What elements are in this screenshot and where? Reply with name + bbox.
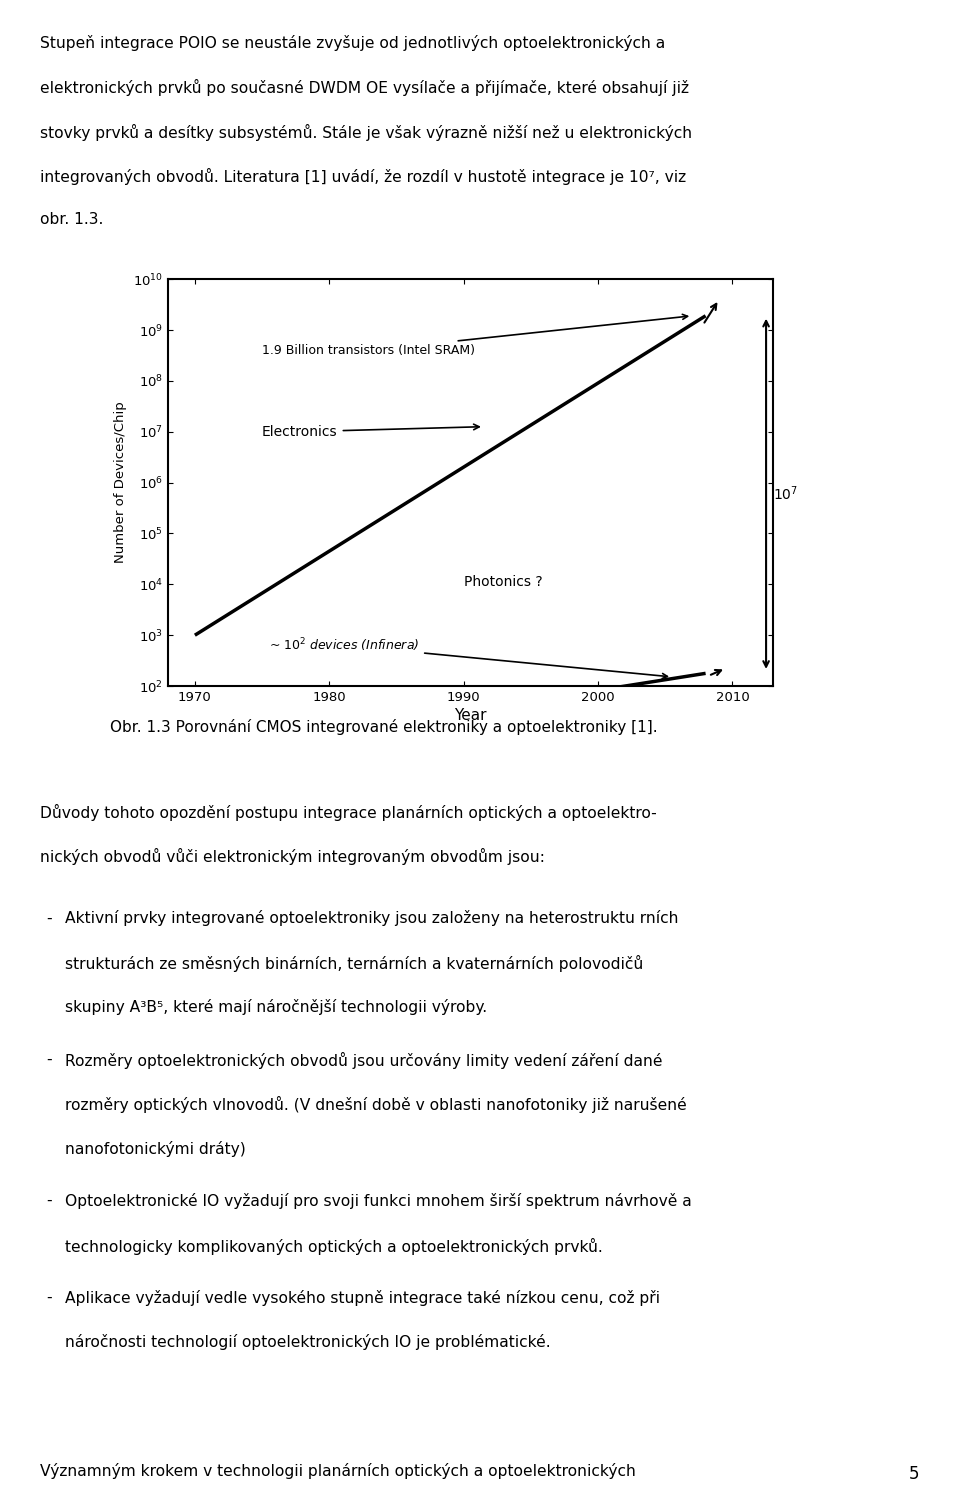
- Text: Optoelektronické IO vyžadují pro svoji funkci mnohem širší spektrum návrhově a: Optoelektronické IO vyžadují pro svoji f…: [65, 1194, 692, 1209]
- Text: nických obvodů vůči elektronickým integrovaným obvodům jsou:: nických obvodů vůči elektronickým integr…: [40, 848, 545, 865]
- Text: Významným krokem v technologii planárních optických a optoelektronických: Významným krokem v technologii planárníc…: [40, 1463, 636, 1480]
- Text: skupiny A³B⁵, které mají náročnější technologii výroby.: skupiny A³B⁵, které mají náročnější tech…: [65, 999, 488, 1016]
- Text: -: -: [46, 1194, 52, 1209]
- Text: náročnosti technologií optoelektronických IO je problématické.: náročnosti technologií optoelektronickýc…: [65, 1335, 551, 1350]
- Text: Electronics: Electronics: [262, 423, 479, 439]
- Text: strukturách ze směsných binárních, ternárních a kvaternárních polovodičů: strukturách ze směsných binárních, terná…: [65, 955, 643, 972]
- Text: Aplikace vyžadují vedle vysokého stupně integrace také nízkou cenu, což při: Aplikace vyžadují vedle vysokého stupně …: [65, 1290, 660, 1307]
- X-axis label: Year: Year: [454, 708, 487, 723]
- Y-axis label: Number of Devices/Chip: Number of Devices/Chip: [114, 402, 128, 564]
- Text: Důvody tohoto opozdění postupu integrace planárních optických a optoelektro-: Důvody tohoto opozdění postupu integrace…: [40, 803, 657, 821]
- Text: ~ $10^2$ devices (Infinera): ~ $10^2$ devices (Infinera): [269, 636, 667, 678]
- Text: 1.9 Billion transistors (Intel SRAM): 1.9 Billion transistors (Intel SRAM): [262, 315, 687, 357]
- Text: $10^7$: $10^7$: [773, 485, 798, 503]
- Text: 5: 5: [909, 1465, 920, 1483]
- Text: -: -: [46, 910, 52, 925]
- Text: Rozměry optoelektronických obvodů jsou určovány limity vedení záření dané: Rozměry optoelektronických obvodů jsou u…: [65, 1052, 662, 1068]
- Text: technologicky komplikovaných optických a optoelektronických prvků.: technologicky komplikovaných optických a…: [65, 1237, 603, 1255]
- Text: stovky prvků a desítky subsystémů. Stále je však výrazně nižší než u elektronick: stovky prvků a desítky subsystémů. Stále…: [40, 124, 692, 140]
- Text: integrovaných obvodů. Literatura [1] uvádí, že rozdíl v hustotě integrace je 10⁷: integrovaných obvodů. Literatura [1] uvá…: [40, 167, 686, 185]
- Text: Photonics ?: Photonics ?: [464, 574, 542, 589]
- Text: -: -: [46, 1290, 52, 1305]
- Text: Aktivní prvky integrované optoelektroniky jsou založeny na heterostruktu rních: Aktivní prvky integrované optoelektronik…: [65, 910, 679, 927]
- Text: Obr. 1.3 Porovnání CMOS integrované elektroniky a optoelektroniky [1].: Obr. 1.3 Porovnání CMOS integrované elek…: [110, 719, 658, 735]
- Text: obr. 1.3.: obr. 1.3.: [40, 212, 104, 228]
- Text: Stupeň integrace POIO se neustále zvyšuje od jednotlivých optoelektronických a: Stupeň integrace POIO se neustále zvyšuj…: [40, 35, 665, 51]
- Text: -: -: [46, 1052, 52, 1067]
- Text: nanofotonickými dráty): nanofotonickými dráty): [65, 1141, 246, 1157]
- Text: rozměry optických vlnovodů. (V dnešní době v oblasti nanofotoniky již narušené: rozměry optických vlnovodů. (V dnešní do…: [65, 1096, 687, 1114]
- Text: elektronických prvků po současné DWDM OE vysílače a přijímače, které obsahují ji: elektronických prvků po současné DWDM OE…: [40, 78, 689, 96]
